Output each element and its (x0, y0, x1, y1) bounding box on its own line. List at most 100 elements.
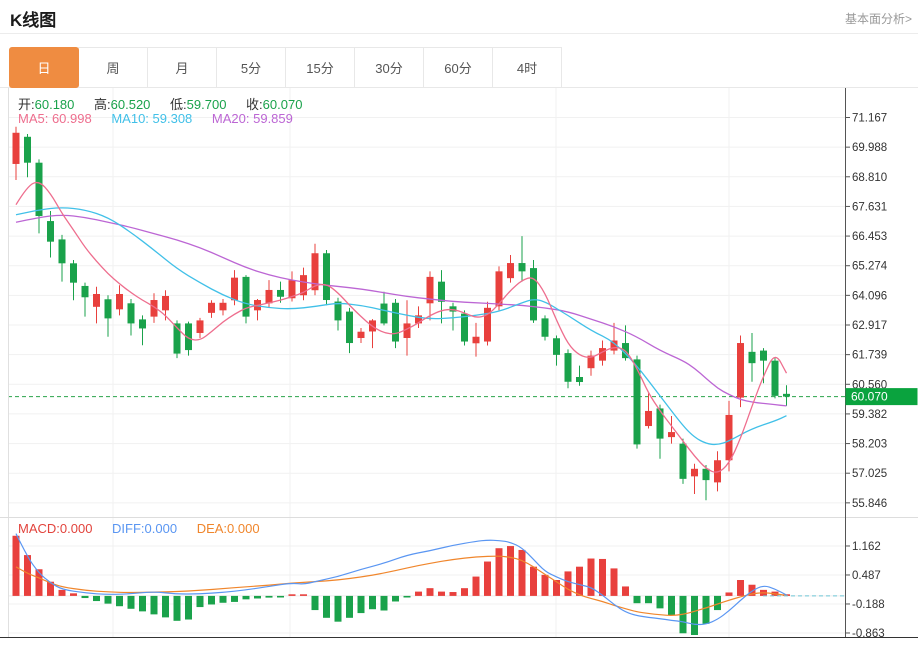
macd-bar-negative (334, 595, 342, 622)
candle-down (323, 253, 330, 301)
candle-up (116, 293, 123, 310)
macd-bar-negative (323, 595, 330, 618)
macd-bar-negative (231, 595, 238, 602)
ma5-line (15, 181, 788, 473)
macd-bar-negative (346, 595, 353, 618)
candle-down (277, 289, 284, 297)
candle-up (737, 343, 744, 398)
open-label: 开: (18, 97, 35, 112)
candle-up (403, 323, 411, 339)
tab-30min[interactable]: 30分 (354, 47, 424, 88)
high-label: 高: (94, 97, 111, 112)
macd-bar-negative (93, 595, 100, 602)
tab-60min[interactable]: 60分 (423, 47, 493, 88)
tab-4hour[interactable]: 4时 (492, 47, 562, 88)
macd-axis-label: 1.162 (852, 541, 881, 553)
fundamental-analysis-link[interactable]: 基本面分析> (844, 12, 912, 26)
candle-down (185, 323, 192, 351)
candle-down (771, 360, 779, 396)
price-axis-label: 71.167 (852, 113, 887, 125)
macd-bar-negative (254, 595, 261, 599)
tab-5min[interactable]: 5分 (216, 47, 286, 88)
macd-bar-positive (24, 555, 31, 596)
macd-bar-positive (495, 548, 503, 596)
macd-bar-positive (587, 558, 595, 596)
macd-bar-positive (541, 574, 549, 596)
macd-bar-positive (484, 561, 491, 596)
macd-bar-positive (461, 588, 468, 596)
candle-down (449, 306, 457, 312)
macd-bar-positive (438, 591, 445, 596)
macd-bar-positive (47, 581, 54, 596)
candle-up (231, 277, 238, 301)
candle-up (472, 336, 480, 344)
macd-bar-positive (426, 588, 434, 596)
candle-down (173, 323, 181, 354)
macd-bar-negative (403, 595, 411, 598)
candle-down (518, 263, 526, 272)
tab-day[interactable]: 日 (9, 47, 79, 88)
macd-bar-negative (150, 595, 158, 615)
diff-value-legend: DIFF:0.000 (112, 521, 178, 536)
candle-down (346, 311, 353, 344)
candle-down (139, 319, 146, 329)
macd-bar-positive (737, 580, 744, 596)
tab-month[interactable]: 月 (147, 47, 217, 88)
candle-down (530, 268, 537, 321)
candle-up (645, 410, 652, 427)
close-value: 60.070 (262, 97, 303, 112)
macd-bar-negative (265, 595, 273, 598)
current-price-badge-text: 60.070 (851, 390, 888, 404)
candle-down (760, 350, 767, 361)
macd-bar-negative (668, 595, 675, 616)
macd-bar-negative (104, 595, 112, 604)
candle-down (553, 338, 560, 355)
candle-down (748, 351, 756, 364)
macd-axis-label: 0.487 (852, 570, 881, 582)
candle-down (81, 285, 89, 298)
price-axis-label: 62.917 (852, 320, 887, 332)
macd-bar-negative (116, 595, 123, 607)
candle-up (219, 302, 227, 311)
macd-bar-positive (553, 580, 560, 596)
macd-bar-negative (656, 595, 664, 609)
macd-bar-positive (518, 549, 526, 596)
candle-up (610, 340, 618, 351)
macd-bar-positive (576, 566, 583, 596)
price-axis-label: 55.846 (852, 498, 887, 510)
tab-15min[interactable]: 15分 (285, 47, 355, 88)
macd-bar-negative (219, 595, 227, 603)
candle-up (208, 302, 215, 313)
macd-bar-positive (288, 594, 296, 596)
candle-up (426, 276, 434, 304)
macd-bar-positive (415, 591, 422, 596)
tab-week[interactable]: 周 (78, 47, 148, 88)
macd-bar-negative (714, 595, 721, 611)
price-axis-label: 65.274 (852, 261, 888, 273)
price-axis-label: 68.810 (852, 172, 887, 184)
candle-up (12, 132, 20, 164)
candle-down (438, 281, 445, 302)
candle-up (495, 271, 503, 307)
close-label: 收: (246, 97, 263, 112)
candle-up (196, 320, 204, 333)
price-axis-label: 58.203 (852, 439, 887, 451)
candle-down (127, 303, 135, 324)
price-axis-label: 67.631 (852, 201, 887, 213)
macd-bar-negative (277, 595, 284, 598)
macd-bar-positive (507, 546, 514, 596)
candle-up (691, 468, 698, 477)
ma20-line (15, 214, 787, 407)
ma-legend: MA5: 60.998 MA10: 59.308 MA20: 59.859 (18, 111, 309, 126)
macd-bar-positive (748, 584, 756, 596)
candle-down (392, 302, 399, 342)
macd-bar-positive (70, 593, 77, 596)
macd-bar-positive (610, 568, 618, 596)
ma5-legend: MA5: 60.998 (18, 111, 92, 126)
macd-bar-negative (173, 595, 181, 621)
candle-up (725, 414, 733, 461)
candle-down (541, 318, 549, 337)
macd-bar-negative (702, 595, 710, 624)
candle-down (380, 303, 388, 324)
period-tabs: 日 周 月 5分 15分 30分 60分 4时 (9, 47, 562, 88)
